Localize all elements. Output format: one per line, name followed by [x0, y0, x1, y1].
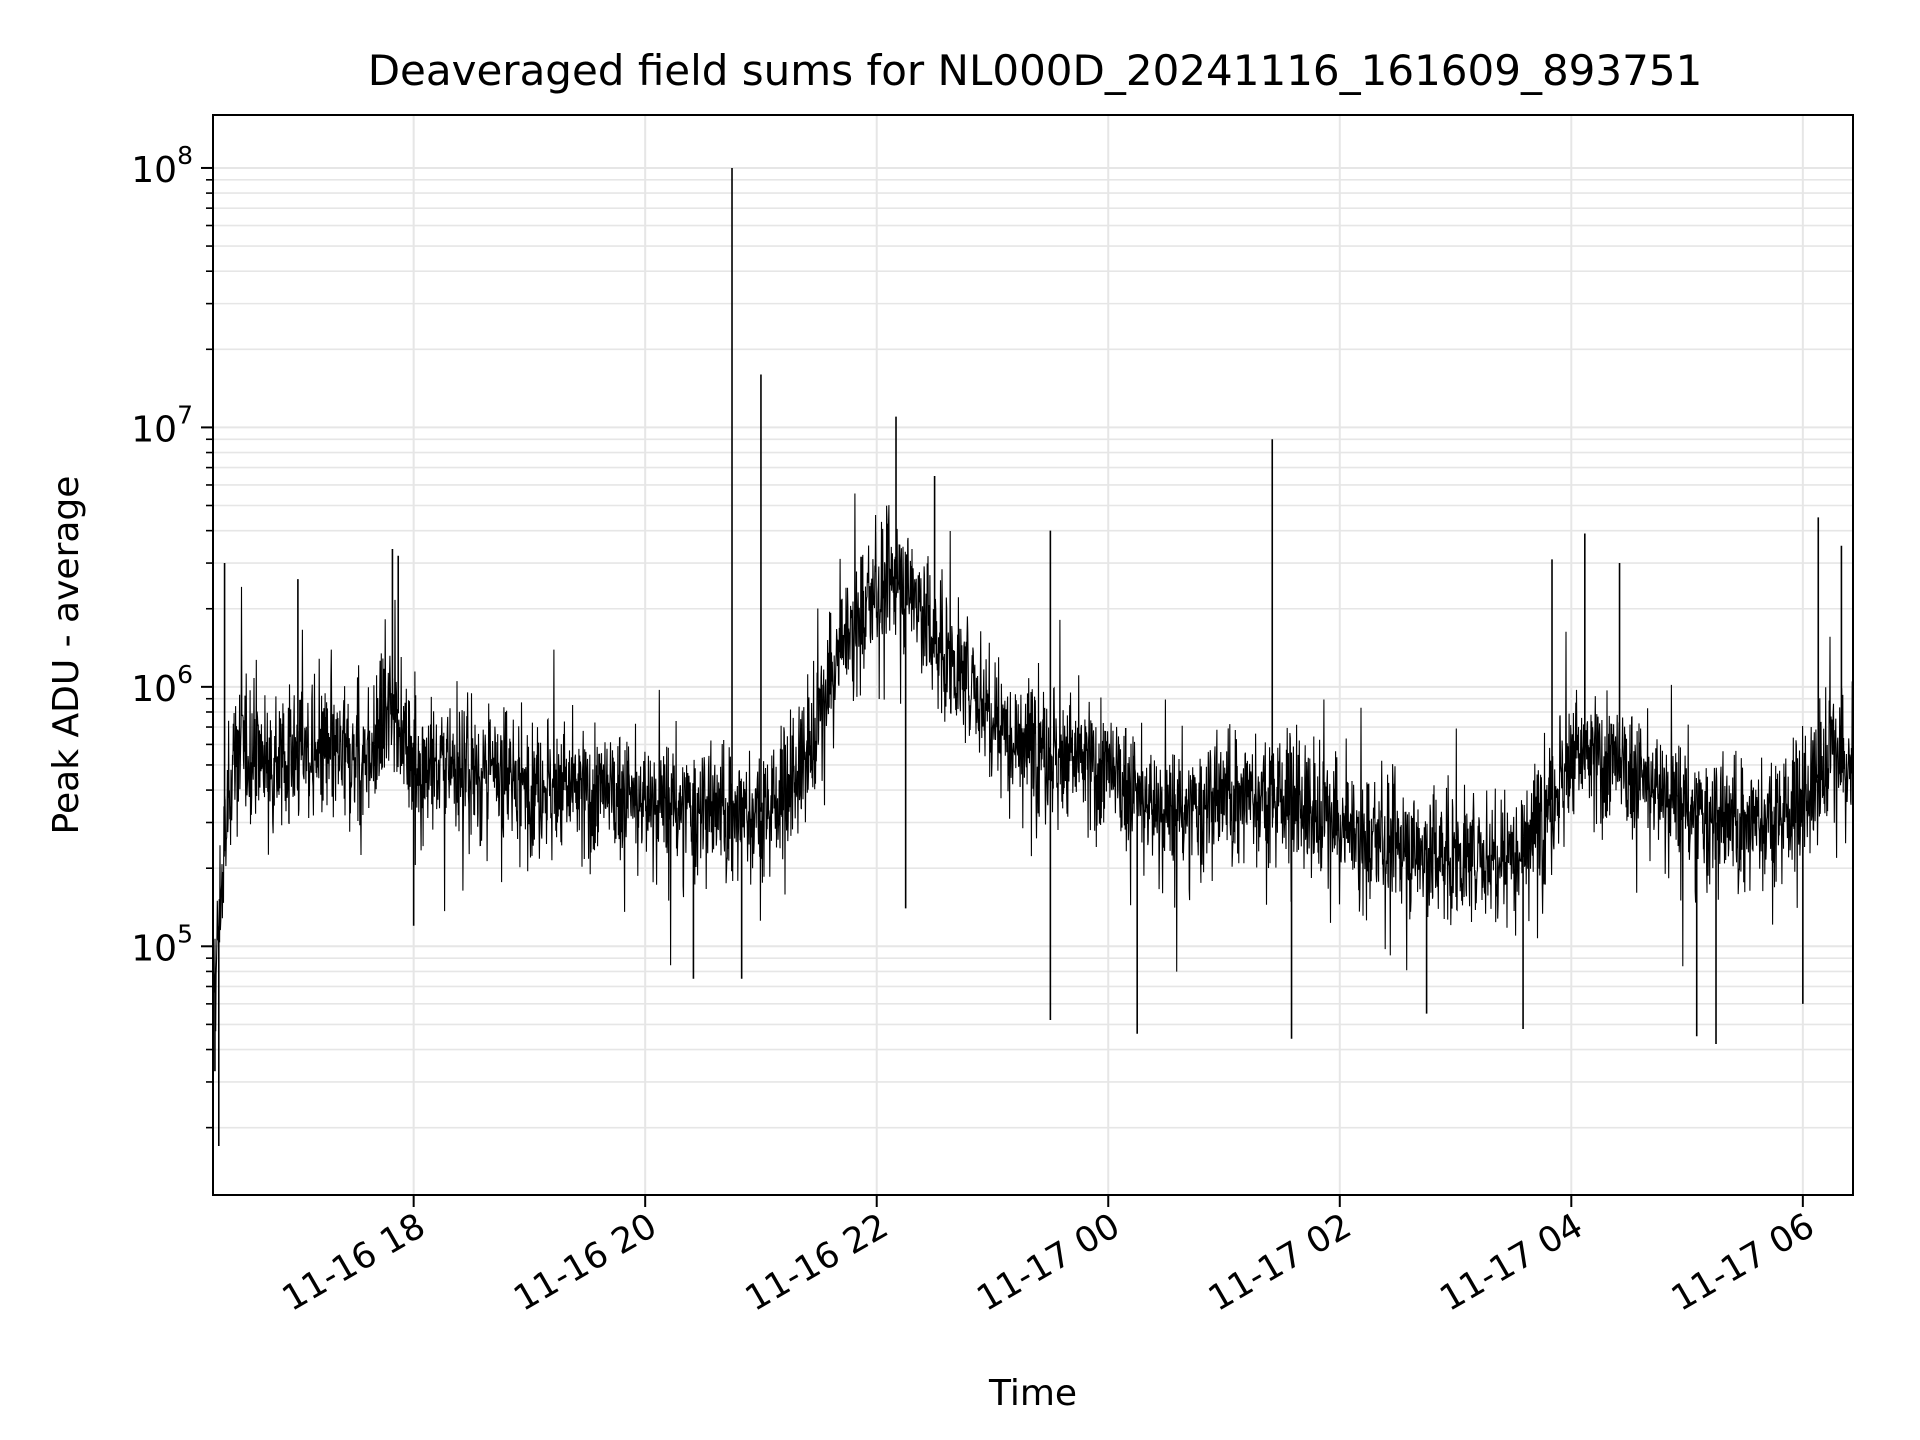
plot-frame — [212, 114, 1854, 1196]
y-tick-label: 105 — [131, 919, 193, 969]
chart-title: Deaveraged field sums for NL000D_2024111… — [368, 46, 1703, 95]
y-axis-ticks: 105 106 107 108 — [131, 141, 213, 1129]
data-series — [213, 167, 1853, 1146]
y-tick-label: 108 — [131, 141, 193, 191]
y-tick-label: 107 — [131, 400, 193, 450]
series-line — [213, 493, 1853, 1032]
y-axis-label: Peak ADU - average — [46, 476, 87, 835]
grid-lines — [213, 115, 1853, 1195]
y-tick-label: 106 — [131, 660, 193, 710]
plot-background — [213, 115, 1853, 1195]
x-axis-label: Time — [988, 1373, 1077, 1414]
